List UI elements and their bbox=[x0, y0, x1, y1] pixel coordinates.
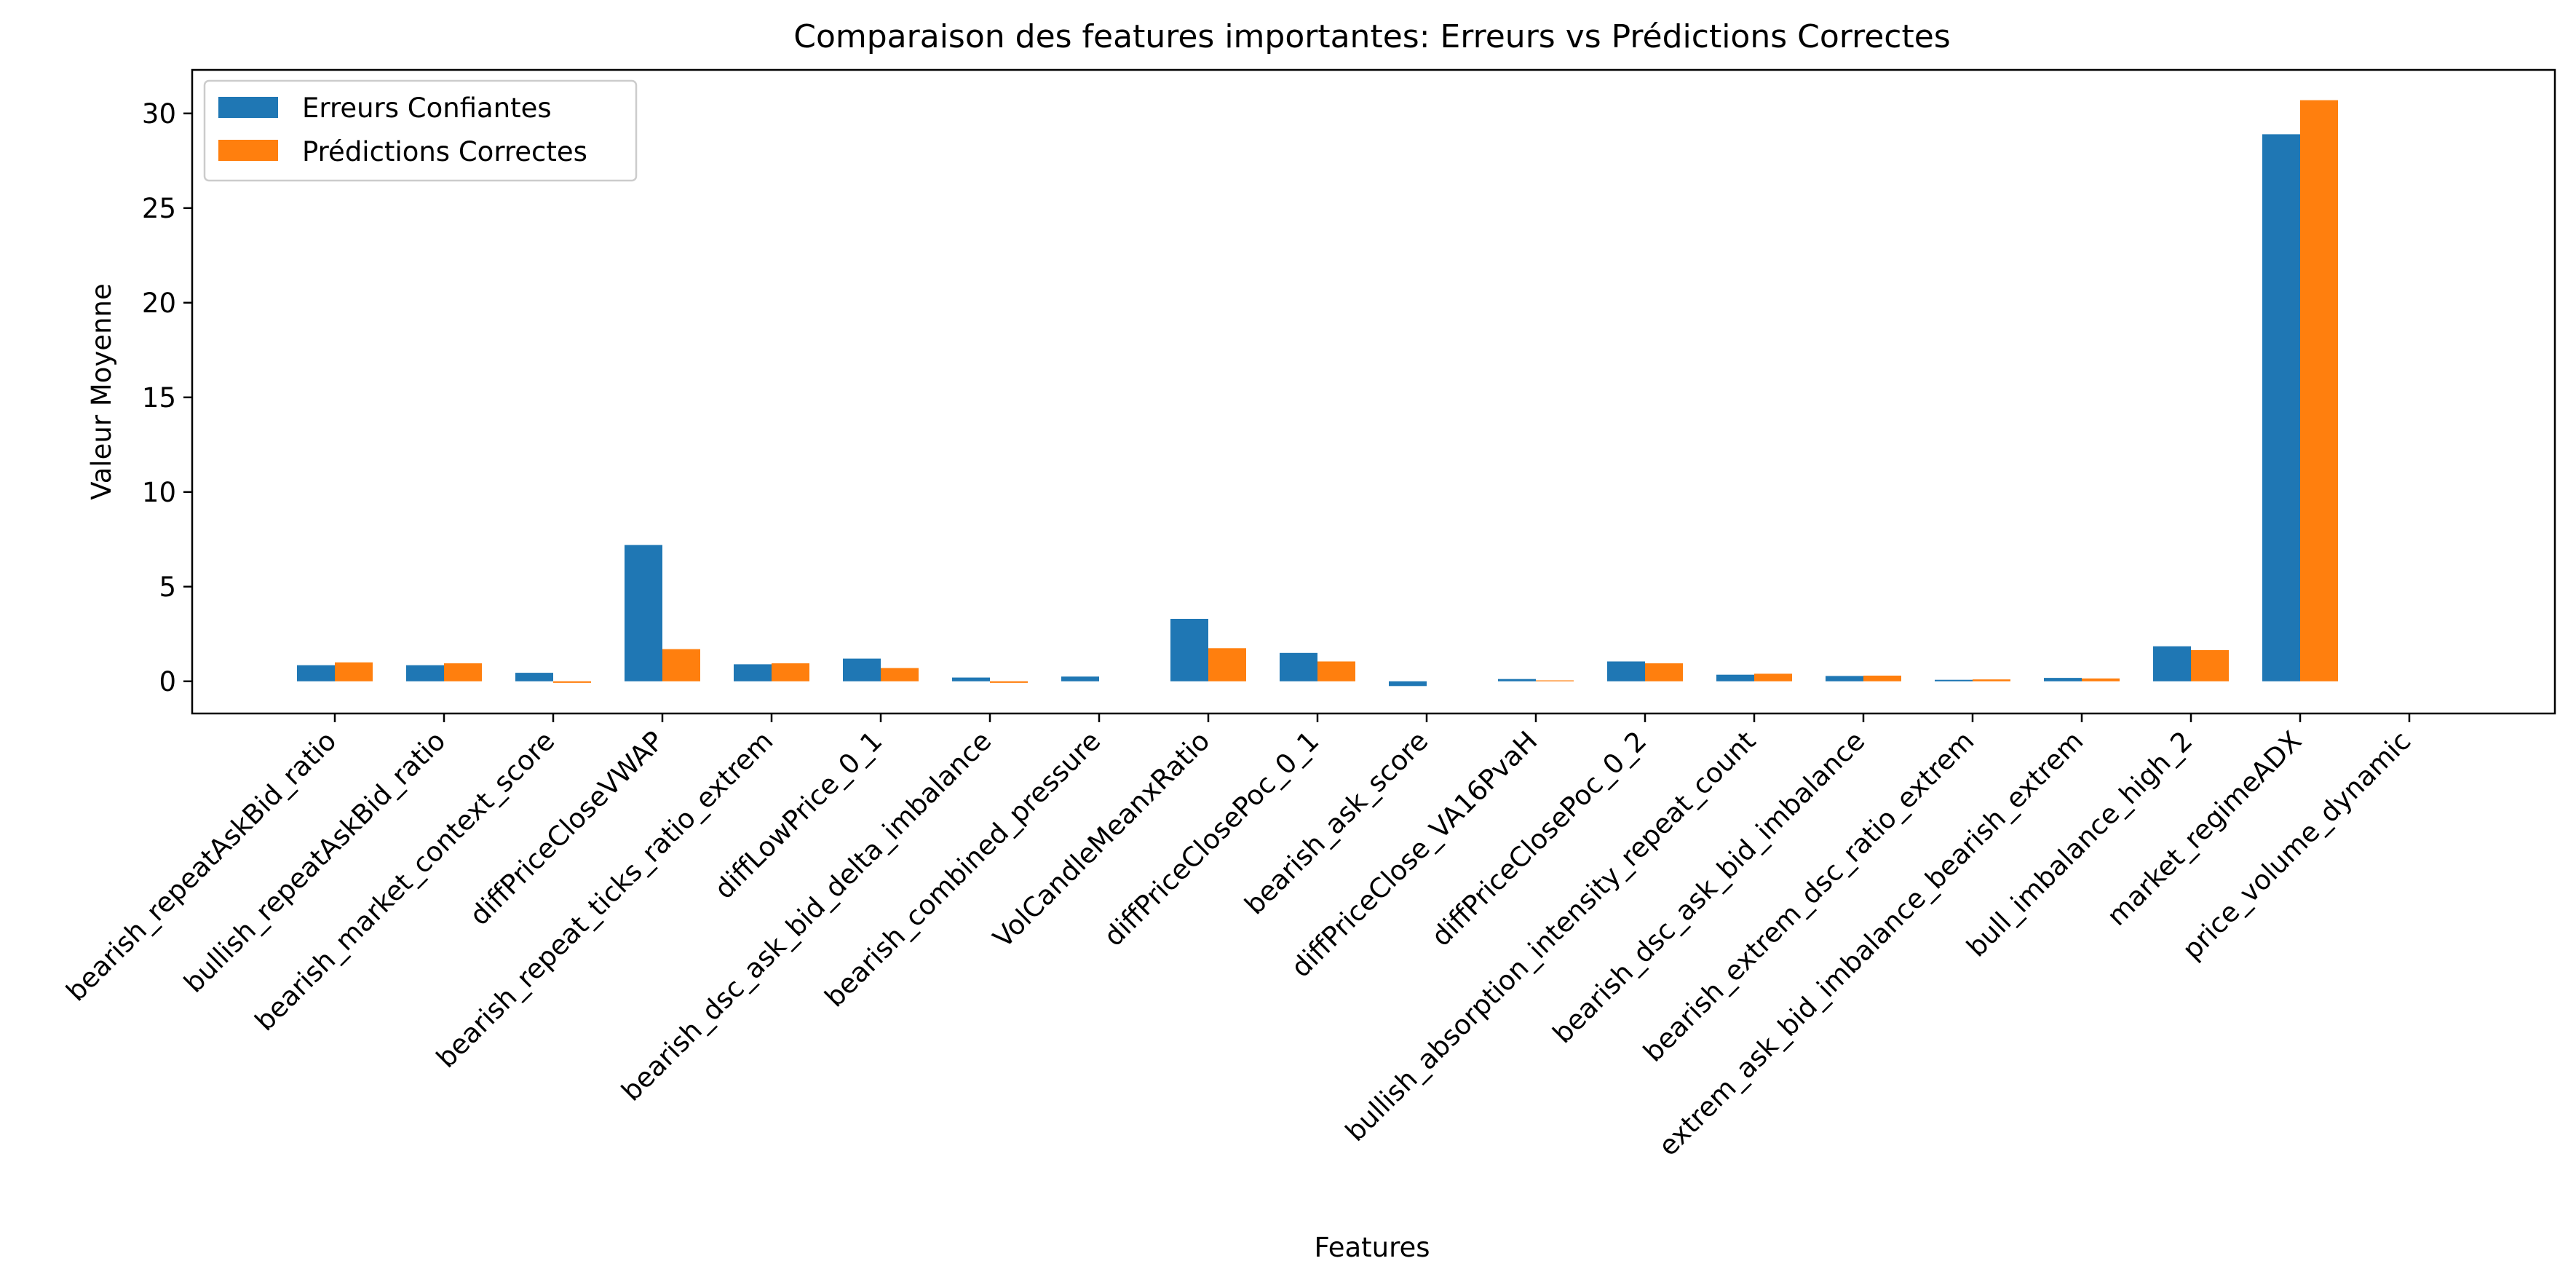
bar-correct-6 bbox=[990, 681, 1028, 683]
bar-errors-10 bbox=[1389, 681, 1427, 687]
bar-errors-2 bbox=[515, 673, 553, 681]
bar-correct-18 bbox=[2300, 100, 2338, 681]
plot-area bbox=[191, 68, 2556, 715]
y-tick-label-0: 0 bbox=[159, 666, 176, 697]
legend-box bbox=[203, 79, 638, 182]
legend-label-errors: Erreurs Confiantes bbox=[302, 92, 552, 124]
bar-errors-18 bbox=[2262, 134, 2300, 681]
bar-errors-8 bbox=[1170, 619, 1208, 681]
y-axis: 0 5 10 15 20 25 30 bbox=[142, 98, 192, 697]
bar-errors-5 bbox=[843, 658, 881, 681]
bar-correct-13 bbox=[1754, 673, 1792, 681]
x-tick-label-10: bearish_ask_score bbox=[1239, 725, 1435, 921]
bar-correct-0 bbox=[335, 662, 373, 681]
bar-errors-4 bbox=[734, 664, 772, 681]
legend-label-correct: Prédictions Correctes bbox=[302, 136, 587, 167]
bars-group bbox=[297, 100, 2338, 687]
x-axis-label: Features bbox=[1314, 1232, 1430, 1263]
bar-errors-15 bbox=[1935, 679, 1973, 681]
bar-correct-9 bbox=[1317, 661, 1355, 681]
y-tick-label-4: 20 bbox=[142, 288, 176, 319]
bar-errors-16 bbox=[2044, 678, 2082, 681]
bar-errors-11 bbox=[1498, 679, 1536, 681]
bar-correct-1 bbox=[444, 663, 482, 681]
y-axis-label: Valeur Moyenne bbox=[86, 283, 117, 499]
bar-correct-12 bbox=[1645, 663, 1683, 681]
bar-correct-16 bbox=[2082, 678, 2120, 681]
x-tick-label-3: diffPriceCloseVWAP bbox=[464, 725, 670, 931]
x-tick-label-13: bullish_absorption_intensity_repeat_coun… bbox=[1339, 725, 1761, 1147]
bar-errors-3 bbox=[625, 545, 662, 681]
bar-correct-4 bbox=[772, 663, 809, 681]
legend: Erreurs Confiantes Prédictions Correctes bbox=[203, 79, 638, 182]
x-axis: bearish_repeatAskBid_ratiobullish_repeat… bbox=[60, 713, 2417, 1162]
y-tick-label-3: 15 bbox=[142, 382, 176, 414]
bar-errors-13 bbox=[1716, 674, 1754, 681]
bar-correct-5 bbox=[881, 668, 919, 681]
x-tick-label-9: diffPriceClosePoc_0_1 bbox=[1098, 725, 1325, 952]
legend-swatch-errors bbox=[218, 97, 278, 118]
chart-title: Comparaison des features importantes: Er… bbox=[793, 18, 1950, 55]
bar-errors-9 bbox=[1280, 652, 1317, 681]
legend-swatch-correct bbox=[218, 140, 278, 161]
bar-errors-17 bbox=[2153, 646, 2191, 681]
bar-errors-6 bbox=[952, 677, 990, 681]
x-tick-label-17: bull_imbalance_high_2 bbox=[1961, 725, 2199, 963]
x-tick-label-12: diffPriceClosePoc_0_2 bbox=[1425, 725, 1652, 952]
y-tick-label-6: 30 bbox=[142, 98, 176, 130]
bar-correct-2 bbox=[553, 681, 591, 683]
bar-correct-17 bbox=[2191, 649, 2229, 681]
x-tick-label-6: bearish_dsc_ask_bid_delta_imbalance bbox=[616, 725, 998, 1107]
bar-errors-12 bbox=[1607, 661, 1645, 681]
bar-errors-0 bbox=[297, 665, 335, 681]
x-tick-label-18: market_regimeADX bbox=[2101, 725, 2307, 932]
bar-correct-3 bbox=[662, 649, 700, 681]
y-tick-label-1: 5 bbox=[159, 572, 176, 603]
x-tick-label-8: VolCandleMeanxRatio bbox=[987, 725, 1216, 954]
bar-correct-15 bbox=[1973, 679, 2010, 681]
x-tick-label-19: price_volume_dynamic bbox=[2176, 725, 2417, 965]
bar-correct-8 bbox=[1208, 648, 1246, 681]
y-tick-label-5: 25 bbox=[142, 193, 176, 224]
bar-errors-7 bbox=[1061, 676, 1099, 681]
y-tick-label-2: 10 bbox=[142, 477, 176, 508]
bar-errors-14 bbox=[1826, 676, 1863, 681]
bar-errors-1 bbox=[406, 665, 444, 681]
bar-correct-14 bbox=[1863, 676, 1901, 681]
